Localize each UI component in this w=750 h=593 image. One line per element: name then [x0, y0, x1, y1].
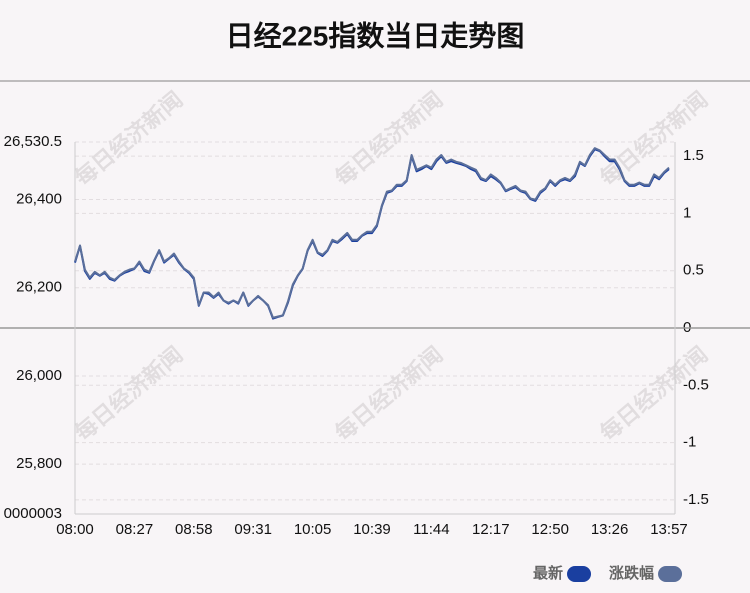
x-tick-label: 08:00	[56, 521, 94, 538]
x-tick-label: 13:57	[650, 521, 688, 538]
x-tick-label: 13:26	[591, 521, 629, 538]
x-tick-label: 12:17	[472, 521, 510, 538]
y2-tick-label: -1.5	[683, 491, 709, 508]
legend-swatch	[658, 566, 683, 582]
watermark: 每日经济新闻	[330, 342, 447, 446]
x-tick-label: 11:44	[413, 521, 449, 538]
legend-label: 涨跌幅	[609, 564, 654, 582]
watermark: 每日经济新闻	[595, 342, 712, 446]
legend-label: 最新	[533, 564, 563, 582]
watermark: 每日经济新闻	[70, 87, 187, 191]
y-tick-label: 25,800	[16, 455, 62, 472]
y2-tick-label: 0.5	[683, 262, 704, 279]
x-tick-label: 12:50	[531, 521, 569, 538]
y2-tick-label: -0.5	[683, 376, 709, 393]
y-tick-label: 26,000	[16, 367, 62, 384]
x-tick-label: 10:39	[353, 521, 391, 538]
x-tick-label: 10:05	[294, 521, 332, 538]
y-tick-label: 26,400	[16, 191, 62, 208]
x-tick-label: 08:58	[175, 521, 213, 538]
y2-tick-label: 1	[683, 204, 691, 221]
y2-tick-label: -1	[683, 434, 696, 451]
series-line	[74, 148, 670, 320]
y-tick-label: 26,200	[16, 279, 62, 296]
y-tick-label: 26,530.5	[4, 133, 62, 150]
y2-tick-label: 1.5	[683, 147, 704, 164]
series-line	[74, 147, 670, 319]
watermark: 每日经济新闻	[330, 87, 447, 191]
chart-title: 日经225指数当日走势图	[226, 19, 525, 51]
watermark: 每日经济新闻	[70, 342, 187, 446]
x-tick-label: 09:31	[234, 521, 272, 538]
y-tick-label: 0000003	[4, 505, 62, 522]
legend-swatch	[567, 566, 592, 582]
x-tick-label: 08:27	[116, 521, 154, 538]
